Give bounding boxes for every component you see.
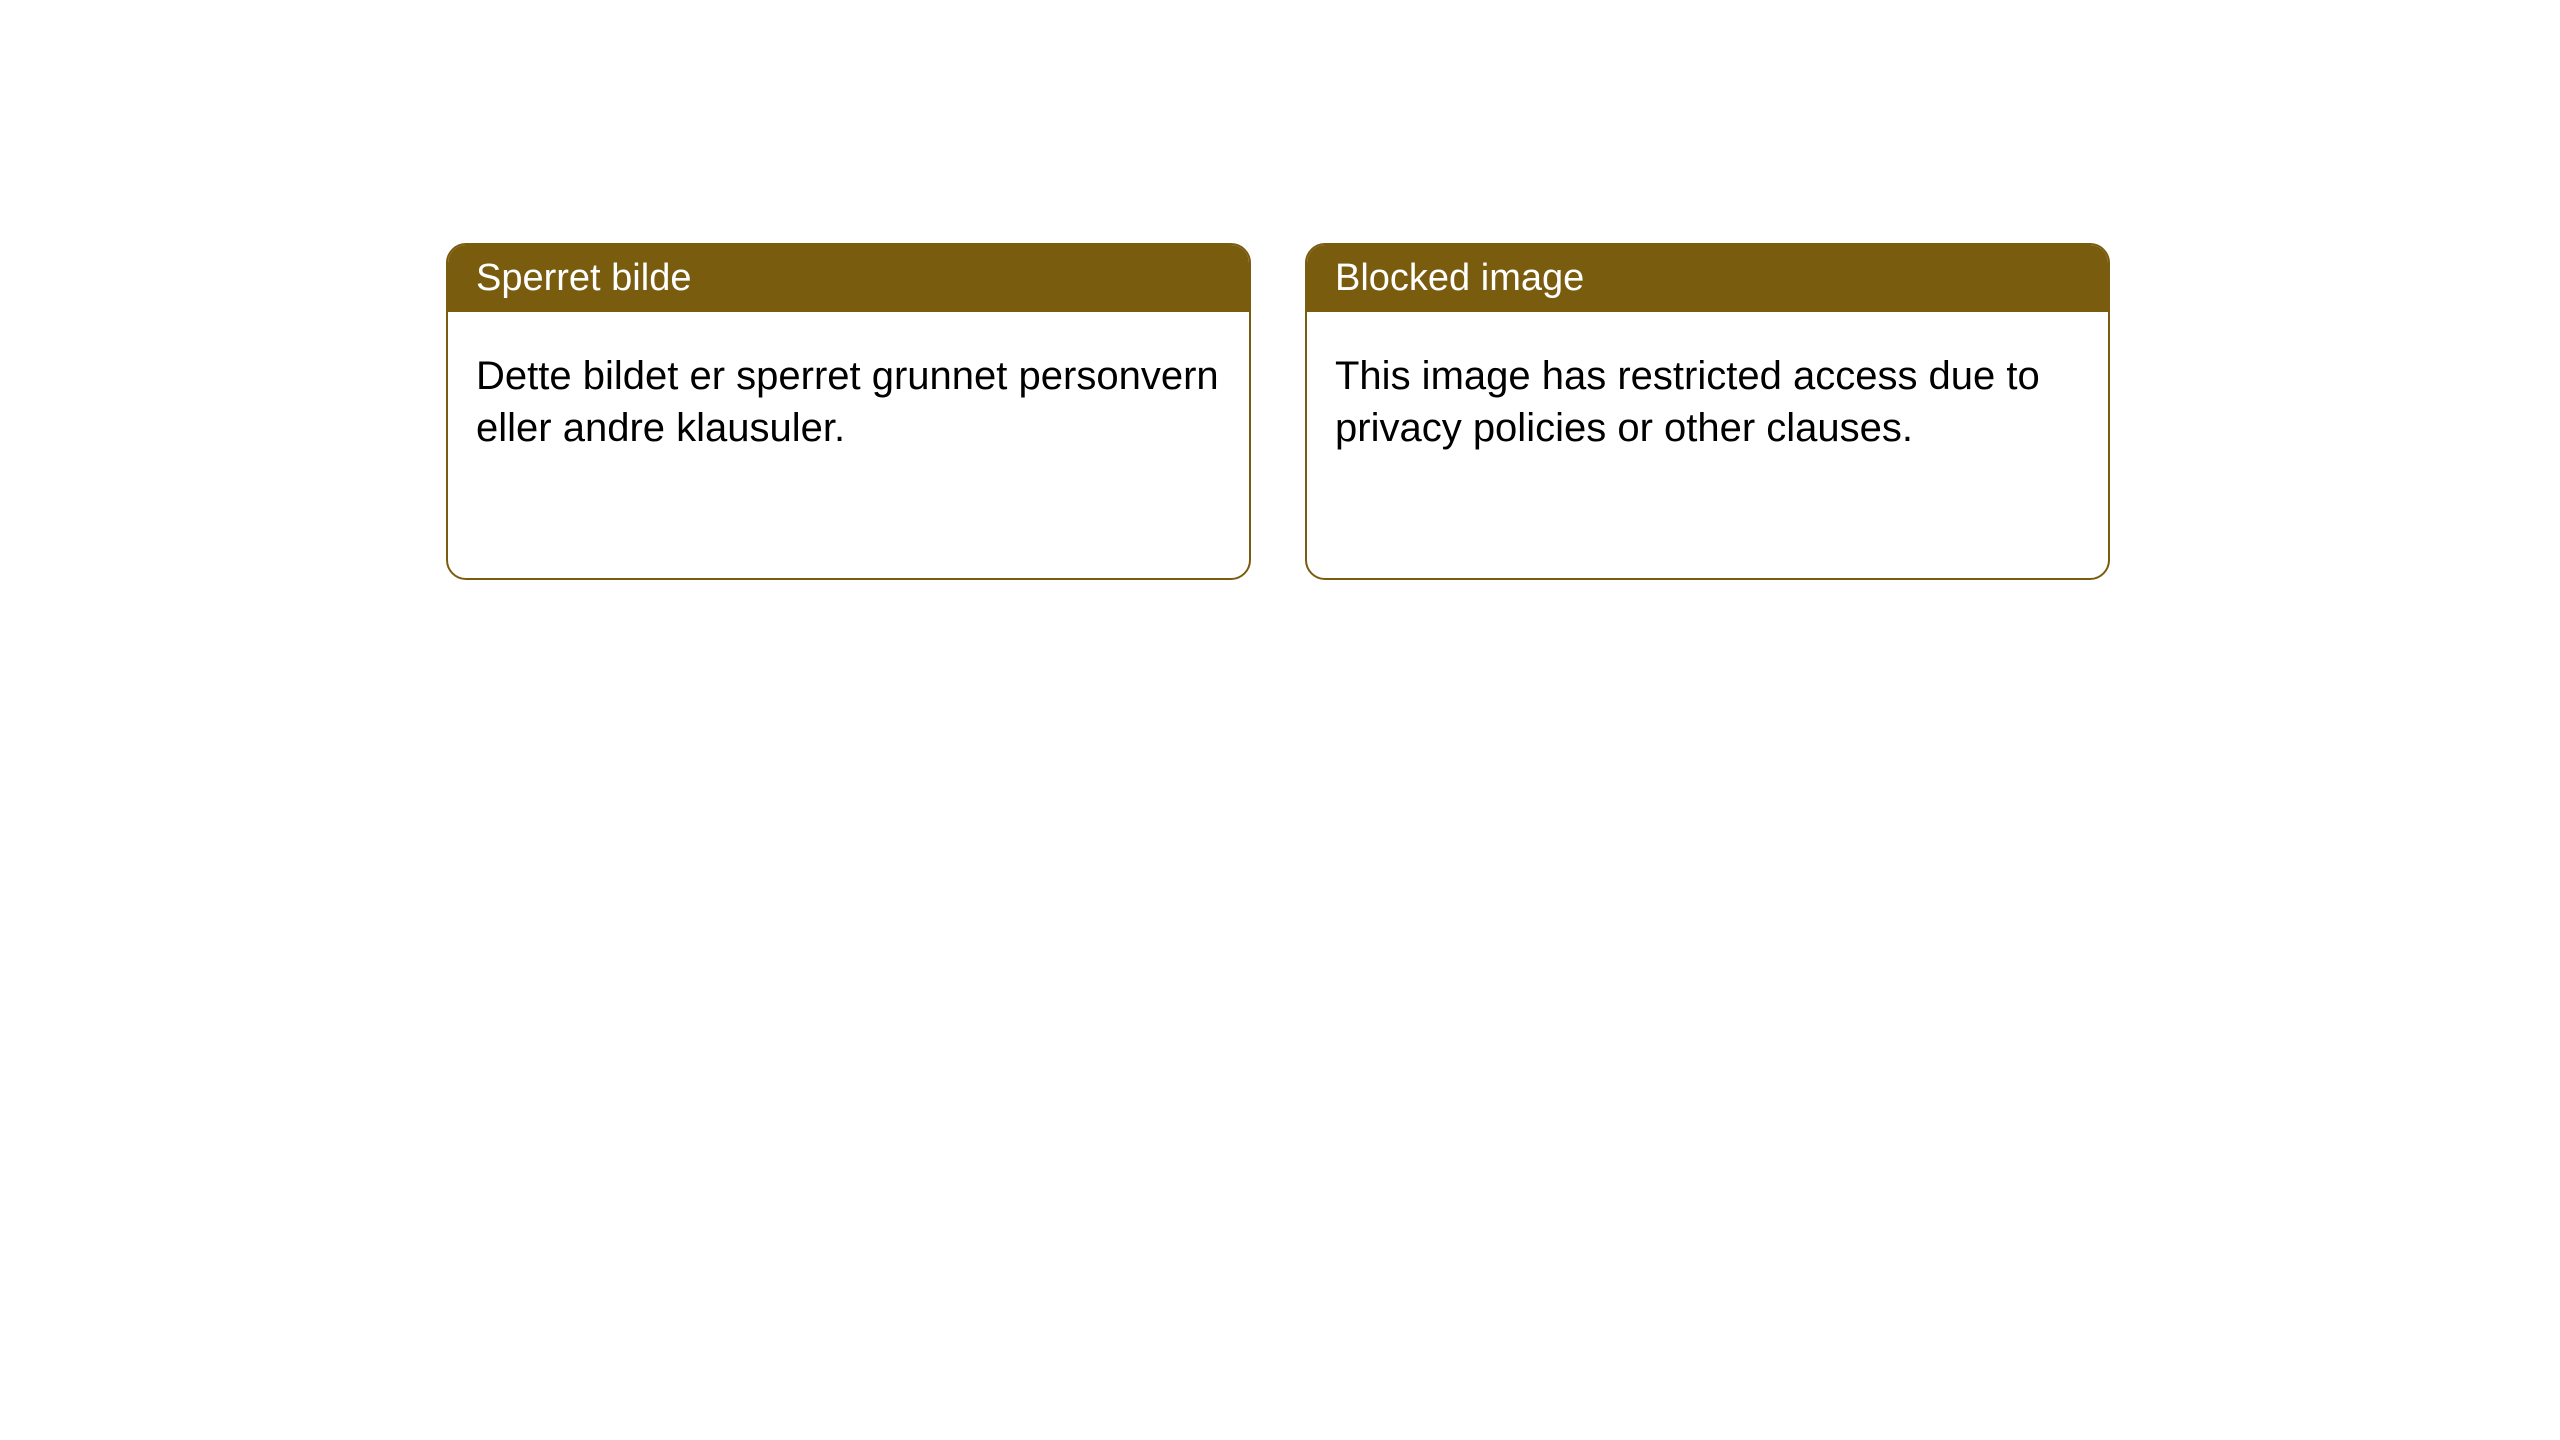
- notice-container: Sperret bilde Dette bildet er sperret gr…: [0, 0, 2560, 580]
- notice-message-norwegian: Dette bildet er sperret grunnet personve…: [476, 354, 1219, 450]
- notice-title-norwegian: Sperret bilde: [476, 257, 691, 299]
- notice-header-norwegian: Sperret bilde: [448, 245, 1249, 312]
- notice-message-english: This image has restricted access due to …: [1335, 354, 2040, 450]
- notice-title-english: Blocked image: [1335, 257, 1584, 299]
- notice-box-english: Blocked image This image has restricted …: [1305, 243, 2110, 580]
- notice-body-norwegian: Dette bildet er sperret grunnet personve…: [448, 312, 1249, 492]
- notice-body-english: This image has restricted access due to …: [1307, 312, 2108, 492]
- notice-header-english: Blocked image: [1307, 245, 2108, 312]
- notice-box-norwegian: Sperret bilde Dette bildet er sperret gr…: [446, 243, 1251, 580]
